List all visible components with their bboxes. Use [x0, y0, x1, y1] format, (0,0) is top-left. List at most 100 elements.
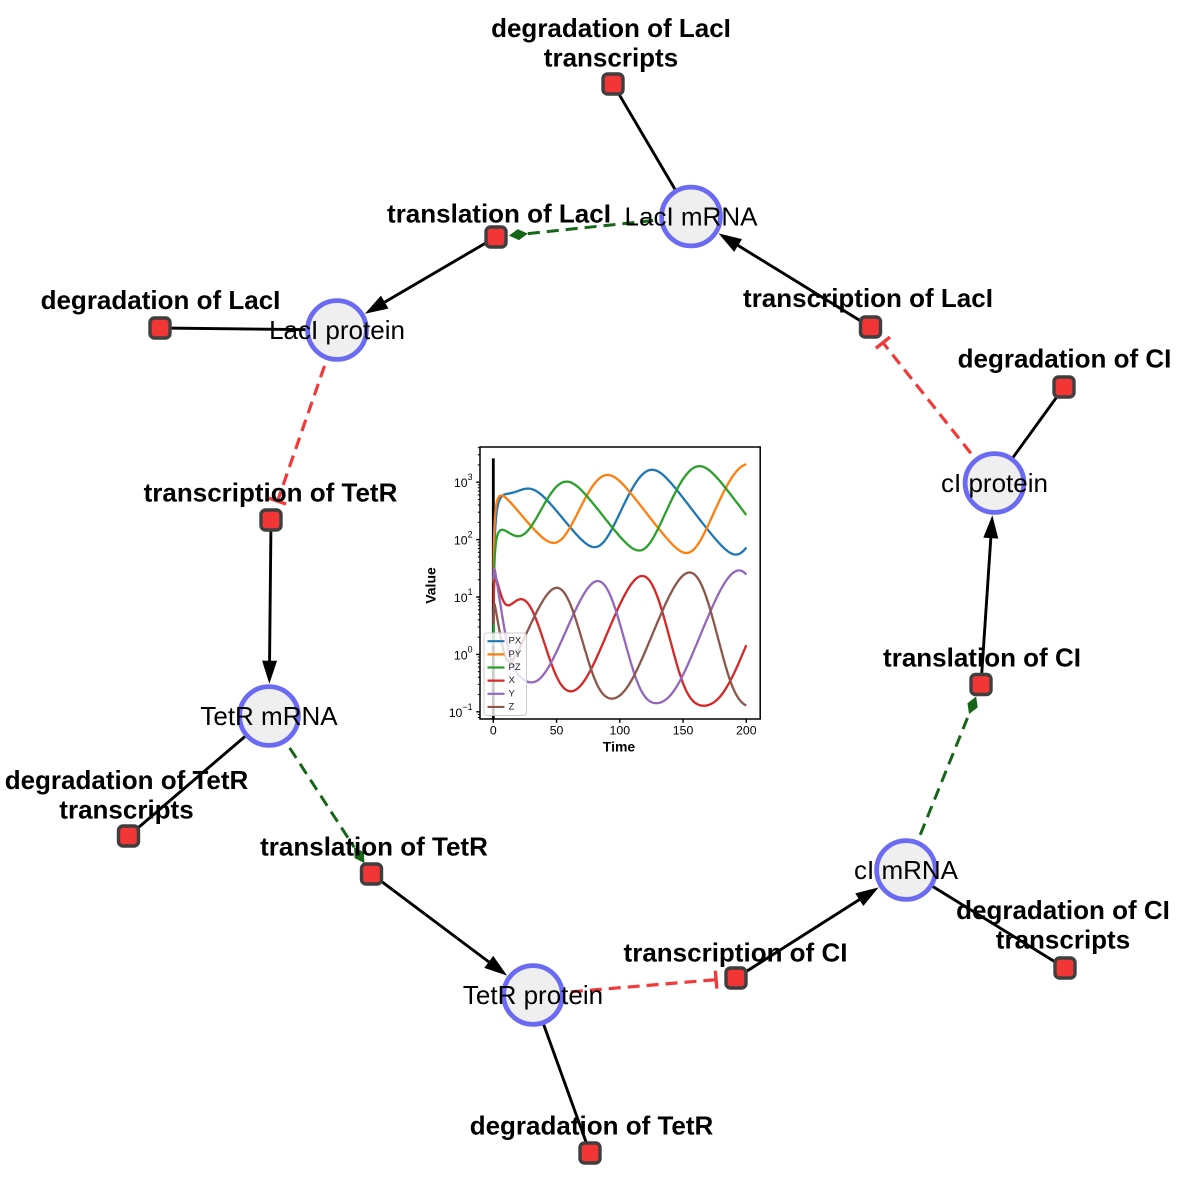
- inhibitor-tee-bar: [713, 970, 719, 989]
- modifier-diamond-head: [967, 696, 978, 715]
- reaction-node-deg_LacI_tx[interactable]: [601, 72, 625, 96]
- product-edge-transc_TetR-to-TetR_mRNA: [262, 519, 278, 684]
- reaction-node-transl_LacI[interactable]: [484, 225, 508, 249]
- reaction-node-transl_CI[interactable]: [969, 672, 993, 697]
- species-label-TetR_protein: TetR protein: [463, 980, 603, 1010]
- product-arrowhead: [855, 887, 879, 906]
- species-node-LacI_mRNA[interactable]: [659, 184, 723, 249]
- species-label-LacI_protein: LacI protein: [269, 315, 405, 345]
- x-tick-label: 100: [610, 724, 631, 738]
- reaction-label-deg_LacI-line0: degradation of LacI: [41, 285, 281, 315]
- x-tick-label: 50: [550, 724, 564, 738]
- y-tick-exponent: 1: [468, 587, 473, 597]
- reaction-label-deg_LacI_tx-line1: transcripts: [544, 43, 678, 73]
- y-tick-exponent: 0: [468, 644, 473, 654]
- product-arrowhead: [262, 660, 278, 684]
- modifier-diamond-head: [354, 847, 365, 864]
- legend-label-PX: PX: [509, 636, 522, 647]
- reaction-label-transl_TetR-line0: translation of TetR: [260, 832, 488, 862]
- product-edge-line: [268, 519, 273, 665]
- y-tick-exponent: −1: [462, 702, 472, 712]
- species-label-TetR_mRNA: TetR mRNA: [200, 701, 338, 731]
- reaction-label-deg_CI_tx-line1: transcripts: [996, 925, 1130, 955]
- reaction-label-transc_LacI-line0: transcription of LacI: [743, 283, 993, 313]
- reaction-label-deg_CI_tx-line0: degradation of CI: [956, 895, 1170, 925]
- product-edge-transl_LacI-to-LacI_protein: [364, 235, 497, 314]
- reaction-node-deg_TetR[interactable]: [578, 1141, 602, 1165]
- modifier-diamond-head: [508, 229, 528, 241]
- y-tick-exponent: 3: [468, 472, 473, 482]
- y-tick-base: 10: [454, 534, 468, 548]
- y-tick-base: 10: [454, 591, 468, 605]
- series-curve-PY: [492, 463, 747, 583]
- x-axis-title: Time: [603, 739, 636, 755]
- reaction-label-deg_TetR_tx-line1: transcripts: [59, 795, 193, 825]
- series-curve-X: [492, 574, 748, 707]
- reaction-label-transl_LacI-line0: translation of LacI: [387, 199, 611, 229]
- reaction-label-transc_TetR-line0: transcription of TetR: [144, 478, 398, 508]
- species-node-cI_mRNA[interactable]: [874, 838, 938, 902]
- nodes-layer: [116, 72, 1077, 1165]
- y-tick-label: 102: [454, 530, 473, 548]
- y-tick-label: 100: [454, 644, 473, 662]
- species-node-TetR_protein[interactable]: [501, 963, 565, 1027]
- x-tick-label: 200: [736, 724, 757, 738]
- product-edge-transc_LacI-to-LacI_mRNA: [718, 233, 872, 329]
- species-node-cI_protein[interactable]: [962, 451, 1027, 515]
- y-tick-label: 10−1: [449, 702, 473, 720]
- product-edge-transl_CI-to-cI_protein: [979, 515, 999, 685]
- species-label-LacI_mRNA: LacI mRNA: [625, 202, 759, 232]
- product-edge-line: [733, 242, 872, 329]
- labels-layer: degradation of LacItranscriptstranslatio…: [5, 13, 1172, 1141]
- reaction-node-deg_CI_tx[interactable]: [1053, 956, 1077, 980]
- y-tick-base: 10: [454, 476, 468, 490]
- reaction-node-transc_CI[interactable]: [724, 966, 748, 990]
- product-arrowhead: [484, 955, 508, 976]
- product-edge-transl_TetR-to-TetR_protein: [370, 872, 508, 976]
- y-axis-title: Value: [423, 567, 439, 604]
- reaction-node-transc_LacI[interactable]: [858, 315, 883, 339]
- plot-legend[interactable]: PX PY PZ XYZ: [483, 632, 527, 716]
- product-edge-line: [380, 235, 497, 306]
- product-edge-line: [979, 534, 993, 685]
- inhibitor-tee-bar: [874, 335, 892, 350]
- x-tick-label: 0: [490, 724, 497, 738]
- reaction-label-deg_CI-line0: degradation of CI: [958, 344, 1172, 374]
- reaction-label-deg_TetR_tx-line0: degradation of TetR: [5, 765, 249, 795]
- y-tick-label: 103: [454, 472, 473, 490]
- reaction-node-deg_CI[interactable]: [1052, 375, 1076, 399]
- legend-label-Z: Z: [509, 701, 515, 712]
- series-curve-PZ: [492, 465, 748, 646]
- product-arrowhead: [983, 515, 999, 539]
- y-tick-exponent: 2: [468, 530, 473, 540]
- product-arrowhead: [364, 295, 389, 314]
- inhibitor-tee-bar: [268, 496, 287, 506]
- series-curve-PX: [492, 468, 748, 645]
- reaction-node-transl_TetR[interactable]: [359, 862, 384, 886]
- product-arrowhead: [718, 233, 743, 252]
- species-label-cI_mRNA: cI mRNA: [854, 855, 959, 885]
- species-label-cI_protein: cI protein: [941, 468, 1048, 498]
- x-tick-label: 150: [673, 724, 694, 738]
- product-edge-transc_CI-to-cI_mRNA: [735, 887, 879, 980]
- reaction-node-transc_TetR[interactable]: [259, 508, 283, 532]
- reaction-node-deg_LacI[interactable]: [148, 316, 172, 340]
- legend-label-Y: Y: [509, 688, 516, 699]
- y-tick-base: 10: [454, 648, 468, 662]
- plot-spines: [479, 446, 761, 720]
- y-tick-base: 10: [449, 706, 463, 720]
- legend-label-X: X: [509, 675, 516, 686]
- species-node-TetR_mRNA[interactable]: [237, 684, 301, 748]
- reaction-label-transc_CI-line0: transcription of CI: [624, 938, 848, 968]
- reaction-label-deg_LacI_tx-line0: degradation of LacI: [491, 13, 731, 43]
- product-edge-line: [735, 896, 864, 980]
- species-node-LacI_protein[interactable]: [305, 298, 369, 362]
- reaction-label-deg_TetR-line0: degradation of TetR: [470, 1111, 714, 1141]
- reaction-node-deg_TetR_tx[interactable]: [116, 824, 141, 848]
- product-edge-line: [370, 872, 493, 966]
- legend-label-PY: PY: [509, 649, 522, 660]
- reaction-label-transl_CI-line0: translation of CI: [883, 643, 1081, 673]
